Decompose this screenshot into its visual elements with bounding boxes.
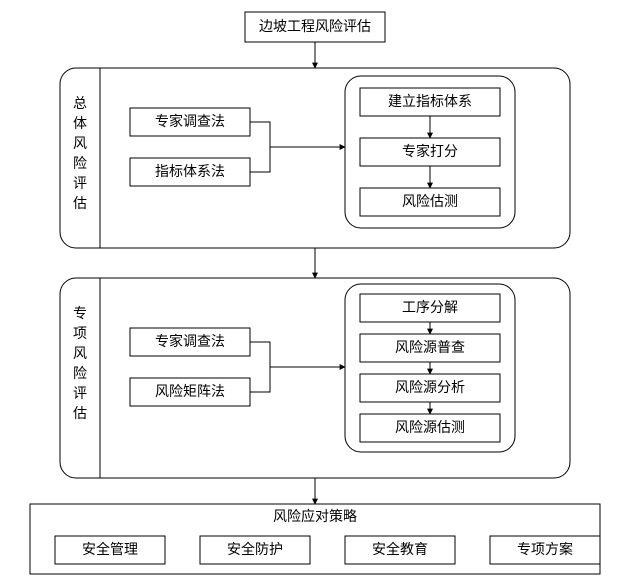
group-special-label-char-1: 项 (73, 327, 87, 342)
node-g2-r3-label: 风险源分析 (395, 380, 465, 396)
group-special-label-char-0: 专 (73, 306, 87, 322)
edge-4 (250, 147, 270, 172)
node-g2-r4-label: 风险源估测 (395, 420, 465, 436)
group-overall-label-char-5: 估 (73, 196, 87, 212)
node-g3-b2-label: 安全防护 (227, 541, 283, 558)
node-g3-b3-label: 安全教育 (372, 541, 428, 558)
group-overall-label-char-3: 险 (73, 156, 87, 172)
group-special-label-char-5: 估 (73, 406, 87, 422)
group-special-label-char-4: 评 (73, 386, 87, 402)
node-g1-r3-label: 风险估测 (402, 194, 458, 210)
group-overall-label-char-0: 总 (73, 96, 87, 112)
node-g1-r1-label: 建立指标体系 (388, 94, 472, 110)
node-g2-left1-label: 专家调查法 (155, 333, 225, 350)
edge-3 (250, 122, 270, 147)
group-strategy-title: 风险应对策略 (273, 508, 357, 525)
group-overall-label-char-1: 体 (73, 116, 87, 132)
node-g1-left2-label: 指标体系法 (155, 164, 225, 180)
node-g3-b4-label: 专项方案 (517, 541, 573, 558)
edge-6 (250, 342, 270, 367)
node-g3-b1-label: 安全管理 (82, 541, 138, 558)
group-overall-label-char-2: 风 (73, 137, 87, 152)
node-top-label: 边坡工程风险评估 (259, 19, 371, 35)
node-g2-r1-label: 工序分解 (402, 300, 458, 316)
node-g1-r2-label: 专家打分 (402, 143, 458, 160)
group-special-label-char-2: 风 (73, 347, 87, 362)
node-g2-left2-label: 风险矩阵法 (155, 384, 225, 400)
group-overall-label-char-4: 评 (73, 176, 87, 192)
group-special-label-char-3: 险 (73, 366, 87, 382)
node-g2-r2-label: 风险源普查 (395, 340, 465, 356)
edge-7 (250, 367, 270, 392)
node-g1-left1-label: 专家调查法 (155, 113, 225, 130)
